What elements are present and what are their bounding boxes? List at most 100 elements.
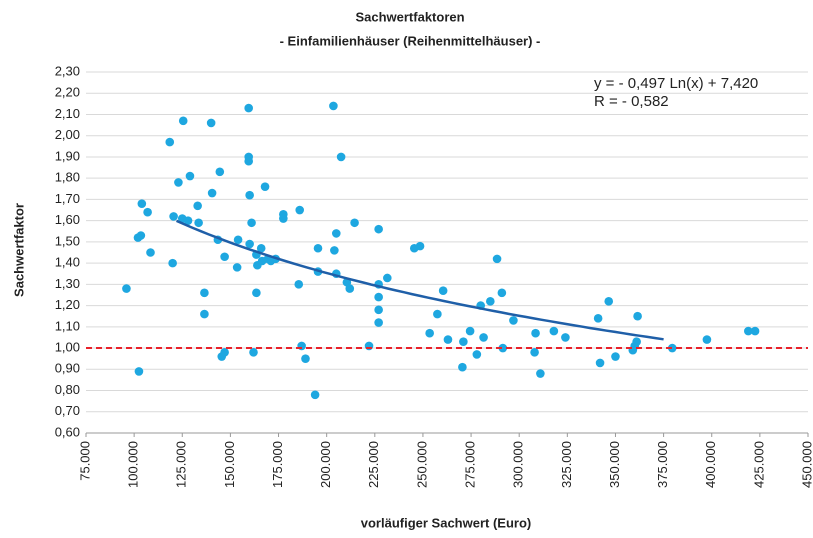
point — [345, 284, 355, 293]
point — [256, 243, 266, 253]
point — [165, 137, 175, 147]
x-tick-label: 450.000 — [799, 441, 813, 488]
x-tick-label: 225.000 — [366, 441, 381, 488]
y-tick-label: 2,10 — [55, 106, 80, 121]
point — [465, 326, 475, 336]
point — [178, 116, 188, 126]
annotation: y = - 0,497 Ln(x) + 7,420 — [594, 75, 758, 92]
point — [744, 326, 753, 336]
point — [458, 362, 467, 372]
y-tick-label: 1,40 — [55, 255, 80, 270]
point — [336, 152, 346, 162]
point — [509, 316, 518, 325]
y-tick-label: 1,80 — [55, 170, 80, 185]
y-tick-label: 0,90 — [55, 361, 80, 376]
point — [632, 337, 641, 346]
x-tick-label: 125.000 — [174, 441, 189, 488]
point — [438, 286, 448, 296]
point — [136, 231, 146, 240]
point — [667, 343, 677, 353]
point — [245, 190, 254, 200]
point — [479, 333, 488, 342]
point — [247, 218, 256, 228]
point — [329, 101, 338, 111]
point — [249, 348, 258, 357]
point — [472, 350, 482, 359]
point — [593, 314, 603, 323]
point — [301, 354, 310, 363]
point — [374, 305, 383, 315]
y-tick-label: 1,50 — [55, 233, 80, 248]
point — [200, 309, 209, 319]
point — [279, 214, 288, 223]
point — [220, 252, 229, 262]
point — [233, 235, 243, 245]
point — [443, 335, 453, 344]
chart-subtitle: - Einfamilienhäuser (Reihenmittelhäuser)… — [280, 33, 541, 48]
x-tick-label: 325.000 — [559, 441, 574, 488]
x-tick-label: 175.000 — [270, 441, 285, 488]
point — [492, 254, 502, 264]
point — [561, 333, 570, 342]
trendline — [175, 219, 664, 341]
point — [194, 218, 203, 228]
point — [146, 248, 155, 257]
point — [143, 207, 152, 217]
x-tick-label: 350.000 — [607, 441, 622, 488]
x-tick-label: 275.000 — [463, 441, 478, 488]
point — [459, 337, 468, 346]
x-tick-label: 75.000 — [77, 441, 92, 481]
point — [425, 328, 434, 338]
x-tick-label: 150.000 — [222, 441, 237, 488]
point — [313, 243, 323, 253]
point — [383, 273, 392, 283]
x-tick-label: 300.000 — [511, 441, 526, 488]
point — [433, 309, 442, 319]
annotation: R = - 0,582 — [594, 93, 669, 110]
point — [486, 297, 495, 306]
point — [185, 171, 195, 181]
x-tick-label: 425.000 — [751, 441, 766, 488]
point — [415, 241, 425, 251]
x-tick-label: 250.000 — [414, 441, 429, 488]
y-tick-label: 1,60 — [55, 212, 80, 227]
point — [122, 284, 131, 293]
point — [595, 358, 605, 368]
y-tick-label: 0,80 — [55, 382, 80, 397]
point — [531, 328, 540, 338]
point — [232, 263, 242, 272]
y-tick-label: 1,30 — [55, 276, 80, 291]
point — [294, 280, 304, 289]
point — [497, 288, 507, 298]
y-tick-label: 0,60 — [55, 424, 80, 439]
point — [633, 311, 642, 321]
point — [498, 343, 508, 353]
x-tick-label: 200.000 — [318, 441, 333, 488]
chart-title: Sachwertfaktoren — [355, 9, 464, 24]
y-tick-label: 1,90 — [55, 148, 80, 163]
point — [169, 212, 178, 221]
point — [530, 348, 539, 357]
point — [310, 390, 320, 400]
x-tick-label: 100.000 — [126, 441, 141, 488]
point — [330, 246, 339, 255]
y-tick-label: 0,70 — [55, 403, 80, 418]
point — [374, 224, 383, 234]
point — [374, 318, 383, 327]
point — [604, 297, 614, 306]
point — [331, 229, 341, 238]
point — [350, 218, 359, 228]
x-tick-label: 375.000 — [655, 441, 670, 488]
point — [244, 156, 253, 166]
point — [183, 216, 193, 225]
point — [750, 326, 760, 336]
point — [244, 103, 253, 113]
point — [245, 239, 254, 249]
point — [168, 258, 177, 268]
point — [611, 352, 620, 361]
point — [174, 178, 183, 187]
x-axis-title: vorläufiger Sachwert (Euro) — [361, 515, 531, 530]
point — [252, 288, 261, 298]
point — [193, 201, 202, 211]
